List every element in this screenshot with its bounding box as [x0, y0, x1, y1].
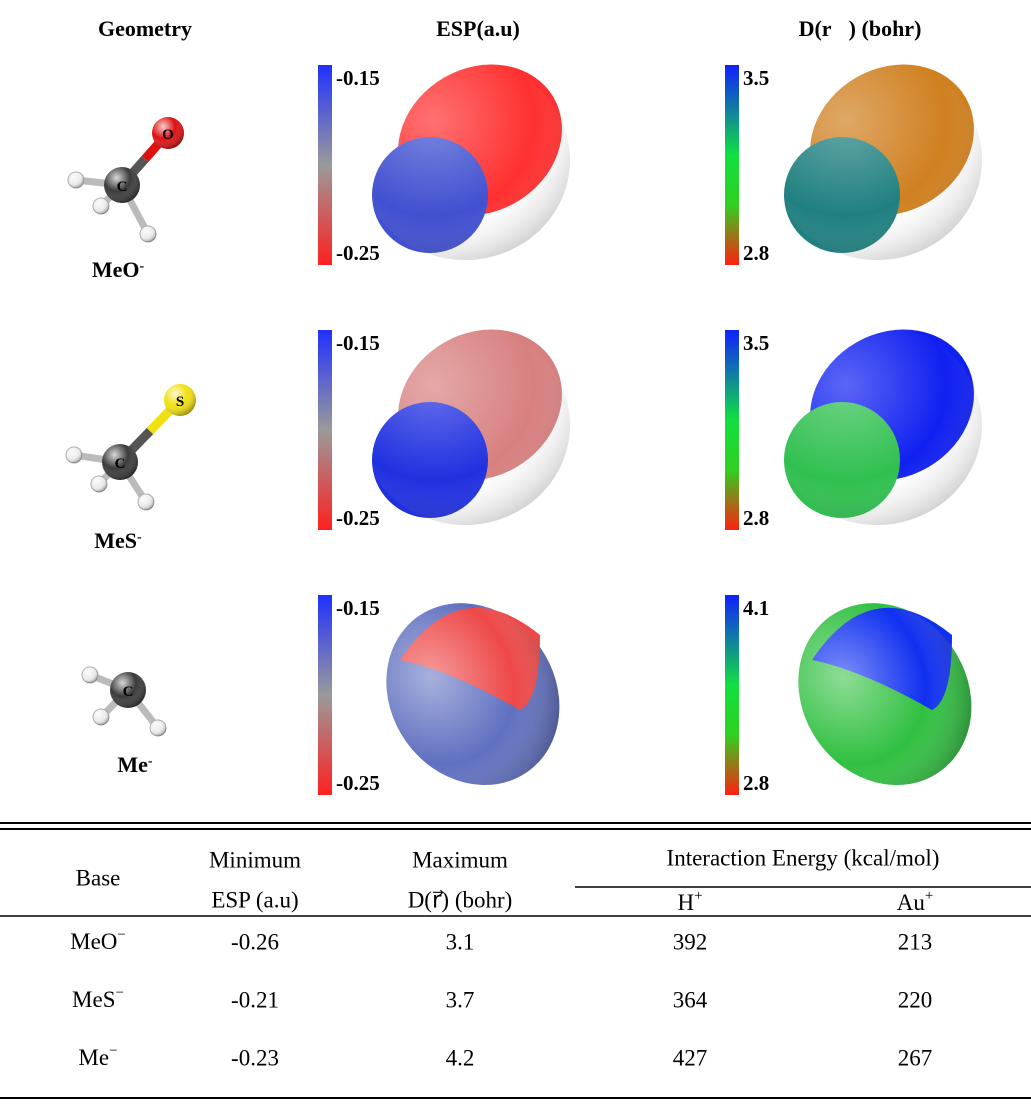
table-cell: MeS−	[72, 985, 124, 1012]
surface-shade	[360, 325, 570, 525]
atom-label: S	[176, 394, 184, 410]
table-cell: 364	[673, 987, 708, 1012]
colorbar	[318, 595, 332, 795]
atom-shade	[140, 226, 156, 242]
table-cell: 3.7	[446, 987, 475, 1012]
table-cell: -0.23	[231, 1045, 279, 1070]
isosurface	[772, 300, 1002, 525]
atom-shade	[68, 172, 84, 188]
molecule-name: MeO-	[92, 257, 145, 282]
colorbar	[725, 330, 739, 530]
table-cell: 220	[898, 987, 933, 1012]
atom-shade	[138, 494, 154, 510]
atom-shade	[82, 667, 98, 683]
atom-shade	[91, 476, 107, 492]
column-header: ESP(a.u)	[436, 16, 520, 41]
table-header: H+	[677, 888, 702, 915]
colorbar-label: 3.5	[743, 66, 769, 90]
table-cell: 3.1	[446, 929, 475, 954]
colorbar-label: 2.8	[743, 241, 769, 265]
figure: GeometryESP(a.u)D(r⃗) (bohr)COMeO--0.15-…	[0, 0, 1031, 1110]
table-header-base: H	[677, 890, 694, 915]
table-cell: 427	[673, 1045, 708, 1070]
surface-shade	[772, 325, 982, 525]
table-cell-sup: −	[117, 927, 125, 943]
molecule: CS	[66, 384, 196, 510]
colorbar-label: -0.25	[336, 506, 380, 530]
atom-shade	[93, 198, 109, 214]
colorbar-label: 4.1	[743, 596, 769, 620]
table-cell: Me−	[78, 1043, 117, 1070]
table-cell: 392	[673, 929, 708, 954]
table-cell: -0.21	[231, 987, 279, 1012]
colorbar-label: -0.25	[336, 241, 380, 265]
table-header: Base	[76, 865, 121, 890]
isosurface	[360, 300, 590, 525]
molecule-name-base: MeO	[92, 257, 140, 282]
table-header-sup: +	[925, 888, 933, 904]
atom-label: O	[162, 127, 174, 143]
table-cell-base: MeO	[70, 929, 117, 954]
molecule: CO	[68, 117, 184, 242]
colorbar-label: 3.5	[743, 331, 769, 355]
table-cell-base: MeS	[72, 987, 115, 1012]
molecule-name-base: Me	[117, 752, 148, 777]
colorbar-label: -0.15	[336, 596, 380, 620]
atom-label: C	[117, 179, 128, 195]
surface-shade	[351, 569, 594, 819]
table-cell: MeO−	[70, 927, 126, 954]
atom-label: C	[115, 456, 126, 472]
table-header: Interaction Energy (kcal/mol)	[667, 845, 940, 870]
isosurface	[360, 35, 590, 260]
colorbar	[725, 65, 739, 265]
table-header: Minimum	[209, 847, 301, 872]
table-header-base: Au	[897, 890, 926, 915]
column-header: D(r⃗) (bohr)	[799, 16, 922, 41]
colorbar	[318, 65, 332, 265]
colorbar-label: -0.15	[336, 331, 380, 355]
surface-shade	[360, 60, 570, 260]
table-cell-sup: −	[109, 1043, 117, 1059]
colorbar-label: 2.8	[743, 771, 769, 795]
table-cell: -0.26	[231, 929, 279, 954]
colorbar	[725, 595, 739, 795]
column-header: Geometry	[98, 16, 192, 41]
molecule-name-sup: -	[139, 259, 144, 274]
table-header: Au+	[897, 888, 934, 915]
molecule-name: Me-	[117, 752, 153, 777]
colorbar-label: 2.8	[743, 506, 769, 530]
table-cell-sup: −	[115, 985, 123, 1001]
isosurface	[772, 35, 1002, 260]
table-cell: 267	[898, 1045, 933, 1070]
molecule: C	[82, 667, 166, 736]
molecule-name: MeS-	[94, 528, 142, 553]
molecule-name-sup: -	[137, 530, 142, 545]
surface-shade	[763, 569, 1006, 819]
molecule-name-sup: -	[148, 754, 153, 769]
colorbar-label: -0.25	[336, 771, 380, 795]
atom-label: C	[123, 684, 134, 700]
table-header: Maximum	[412, 847, 508, 872]
table-cell: 213	[898, 929, 933, 954]
atom-shade	[93, 709, 109, 725]
isosurface	[763, 569, 1006, 819]
table-header: D(r⃗) (bohr)	[408, 887, 513, 912]
table-cell-base: Me	[78, 1045, 109, 1070]
colorbar	[318, 330, 332, 530]
atom-shade	[66, 447, 82, 463]
atom-shade	[150, 720, 166, 736]
table-header: ESP (a.u)	[211, 887, 298, 912]
colorbar-label: -0.15	[336, 66, 380, 90]
molecule-name-base: MeS	[94, 528, 137, 553]
surface-shade	[772, 60, 982, 260]
table-cell: 4.2	[446, 1045, 475, 1070]
table-header-sup: +	[694, 888, 702, 904]
isosurface	[351, 569, 594, 819]
